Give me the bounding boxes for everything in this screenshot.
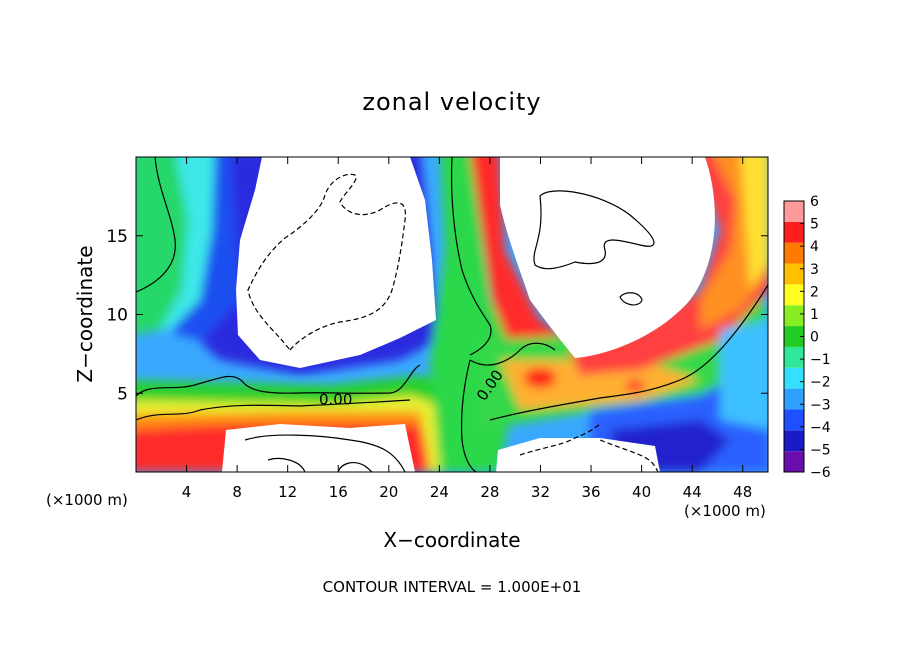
x-unit-label-right: (×1000 m) xyxy=(684,502,766,520)
colorbar-tick-label: 3 xyxy=(810,262,819,278)
x-tick-label: 48 xyxy=(733,483,752,501)
colorbar-segment xyxy=(784,451,804,472)
y-tick-label: 15 xyxy=(106,227,128,247)
colorbar-tick-label: 6 xyxy=(810,194,819,210)
colorbar-tick-label: 0 xyxy=(810,330,819,346)
colorbar-segment xyxy=(784,430,804,452)
colorbar-segment xyxy=(784,409,804,431)
colorbar-segment xyxy=(784,305,804,327)
x-tick-label: 24 xyxy=(430,483,449,501)
colorbar-segment xyxy=(784,284,804,306)
colorbar-tick-label: −4 xyxy=(810,420,831,436)
contour-interval-annotation: CONTOUR INTERVAL = 1.000E+01 xyxy=(322,578,582,596)
x-tick-label: 32 xyxy=(531,483,550,501)
colorbar-tick-label: 5 xyxy=(810,217,819,233)
y-axis-label: Z−coordinate xyxy=(73,245,97,383)
velocity-field xyxy=(136,157,768,472)
x-unit-label-left: (×1000 m) xyxy=(46,491,128,509)
x-tick-label: 40 xyxy=(632,483,651,501)
x-tick-label: 8 xyxy=(232,483,242,501)
y-tick-label: 10 xyxy=(106,306,128,326)
colorbar-tick-label: 2 xyxy=(810,284,819,300)
x-tick-label: 28 xyxy=(480,483,499,501)
colorbar-segment xyxy=(784,242,804,264)
colorbar-segment xyxy=(784,388,804,410)
colorbar-tick-label: −6 xyxy=(810,465,831,481)
x-tick-label: 20 xyxy=(379,483,398,501)
colorbar-segment xyxy=(784,346,804,368)
colorbar-segment xyxy=(784,263,804,285)
colorbar-tick-label: 1 xyxy=(810,307,819,323)
colorbar-segment xyxy=(784,221,804,243)
x-axis-label: X−coordinate xyxy=(383,528,521,552)
x-tick-label: 44 xyxy=(683,483,702,501)
contour-label: 0.00 xyxy=(319,391,352,409)
chart-title: zonal velocity xyxy=(362,88,542,116)
x-tick-label: 16 xyxy=(329,483,348,501)
colorbar-segment xyxy=(784,201,804,222)
colorbar-segment xyxy=(784,326,804,347)
colorbar-tick-label: −5 xyxy=(810,442,831,458)
x-tick-label: 12 xyxy=(278,483,297,501)
colorbar-tick-label: −2 xyxy=(810,375,831,391)
colorbar-tick-label: 4 xyxy=(810,239,819,255)
colorbar-tick-label: −3 xyxy=(810,397,831,413)
colorbar: 6 5 4 3 2 1 0 −1 −2 −3 −4 −5 −6 xyxy=(783,194,831,481)
y-tick-label: 5 xyxy=(117,384,128,404)
colorbar-segment xyxy=(784,367,804,389)
x-tick-label: 4 xyxy=(182,483,192,501)
colorbar-tick-label: −1 xyxy=(810,352,831,368)
x-tick-label: 36 xyxy=(581,483,600,501)
